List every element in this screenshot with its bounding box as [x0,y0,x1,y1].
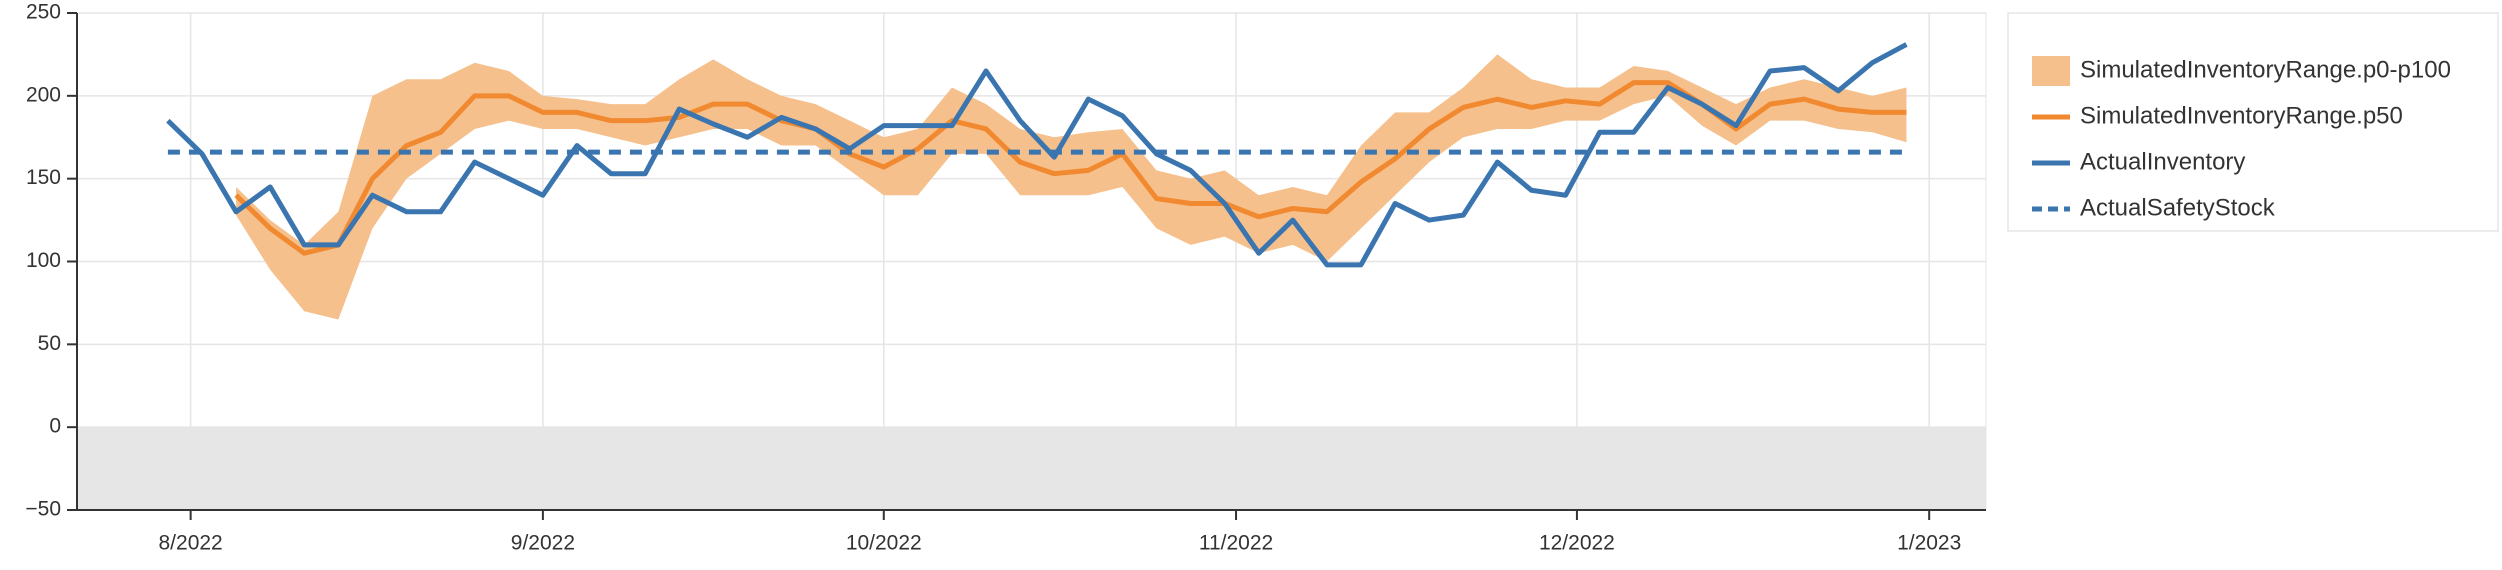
legend-label: ActualSafetyStock [2080,194,2276,221]
y-tick-label: 100 [26,249,61,272]
legend-label: SimulatedInventoryRange.p50 [2080,102,2403,129]
x-tick-label: 8/2022 [159,532,223,555]
y-tick-label: −50 [25,498,61,521]
x-tick-label: 10/2022 [846,532,922,555]
legend-box [2007,12,2499,232]
series-line [166,42,1908,268]
y-tick-label: 150 [26,166,61,189]
legend: SimulatedInventoryRange.p0-p100 Simulated… [2007,12,2499,232]
y-tick-label: 0 [49,415,61,438]
x-tick-label: 11/2022 [1199,532,1273,555]
legend-label: SimulatedInventoryRange.p0-p100 [2080,56,2451,83]
series-line [234,80,1907,256]
y-tick-label: 250 [26,1,61,24]
x-tick-label: 1/2023 [1897,532,1961,555]
y-tick-label: 200 [26,83,61,106]
x-tick-label: 12/2022 [1539,532,1615,555]
shaded-region [77,427,1986,510]
y-tick-label: 50 [38,332,61,355]
legend-swatch [2032,56,2070,86]
x-tick-label: 9/2022 [511,532,575,555]
legend-label: ActualInventory [2080,148,2245,175]
